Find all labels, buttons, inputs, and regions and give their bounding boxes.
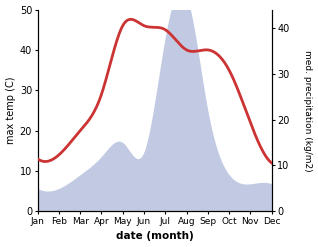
Y-axis label: med. precipitation (kg/m2): med. precipitation (kg/m2) [303, 50, 313, 171]
X-axis label: date (month): date (month) [116, 231, 194, 242]
Y-axis label: max temp (C): max temp (C) [5, 77, 16, 144]
